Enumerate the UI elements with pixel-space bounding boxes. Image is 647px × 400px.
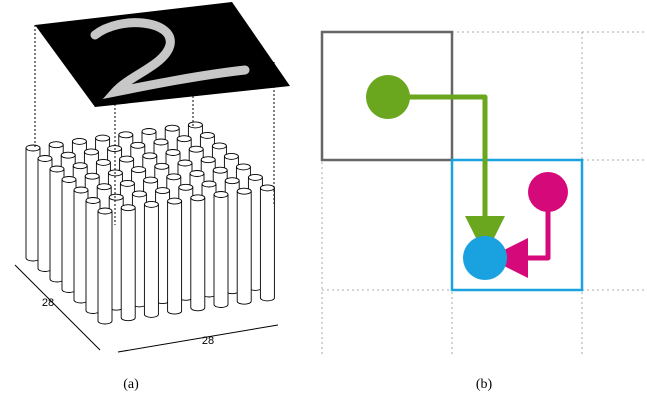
cylinder-part	[168, 201, 182, 314]
cylinder-part	[237, 188, 251, 194]
cylinder-part	[96, 159, 110, 165]
cylinder-part	[73, 163, 87, 169]
cylinder-part	[177, 136, 191, 142]
cylinder-part	[109, 194, 123, 200]
cylinder-part	[214, 192, 228, 198]
cylinder-part	[156, 188, 170, 194]
width-label: 28	[202, 335, 214, 347]
cylinder-part	[62, 177, 76, 183]
cylinder-part	[74, 187, 88, 193]
cylinder-part	[165, 125, 179, 131]
cylinder-part	[98, 211, 112, 324]
cylinder-part	[214, 195, 228, 308]
cylinder-part	[260, 188, 274, 301]
green-node	[366, 75, 410, 119]
cylinder-part	[225, 178, 239, 184]
cylinder-part	[120, 180, 134, 186]
cylinder-part	[212, 143, 226, 149]
cylinder-grid	[26, 122, 274, 324]
cylinder-part	[132, 191, 146, 197]
cylinder-part	[121, 208, 135, 321]
cylinder-part	[155, 163, 169, 169]
cylinder-part	[248, 174, 262, 180]
cylinder-part	[191, 198, 205, 311]
cylinder-part	[61, 152, 75, 158]
cylinder-part	[201, 157, 215, 163]
cylinder-part	[86, 198, 100, 204]
cylinder-part	[213, 167, 227, 173]
cylinder-part	[202, 181, 216, 187]
cylinder-part	[38, 156, 52, 162]
cylinder-part	[189, 146, 203, 152]
cylinder-part	[144, 204, 158, 317]
cylinder-part	[143, 153, 157, 159]
cylinder-part	[85, 173, 99, 179]
cylinder-part	[72, 138, 86, 144]
cylinder-part	[166, 150, 180, 156]
cylinder-part	[97, 184, 111, 190]
blue-node	[463, 236, 507, 280]
depth-label: 28	[42, 297, 54, 309]
cylinder-part	[144, 177, 158, 183]
caption: (b)	[476, 377, 493, 392]
cylinder-part	[191, 195, 205, 201]
cylinder-part	[179, 184, 193, 190]
cylinder-part	[178, 160, 192, 166]
cylinder-part	[224, 153, 238, 159]
cylinder-part	[98, 208, 112, 214]
width-dimension	[118, 325, 278, 352]
cylinder-part	[188, 122, 202, 128]
cylinder-part	[260, 185, 274, 191]
panel-b: (b)	[322, 32, 647, 392]
cylinder-part	[190, 171, 204, 177]
cylinder-part	[84, 149, 98, 155]
cylinder-part	[26, 145, 40, 151]
cylinder-part	[144, 201, 158, 207]
cylinder-part	[132, 167, 146, 173]
cylinder-part	[131, 142, 145, 148]
green-connection	[388, 97, 485, 236]
cylinder-part	[168, 198, 182, 204]
cylinder-part	[121, 205, 135, 211]
cylinder-part	[49, 142, 63, 148]
cylinder-part	[142, 129, 156, 135]
cylinder-part	[96, 135, 110, 141]
cylinder-part	[200, 132, 214, 138]
magenta-node	[528, 172, 568, 212]
cylinder-part	[120, 156, 134, 162]
figure: 28 28 (a) (b)	[0, 0, 647, 400]
cylinder-part	[50, 166, 64, 172]
cylinder-part	[154, 139, 168, 145]
panel-a: 28 28 (a)	[15, 2, 290, 392]
cylinder-part	[167, 174, 181, 180]
cylinder-part	[236, 164, 250, 170]
cylinder-part	[237, 191, 251, 304]
caption: (a)	[123, 377, 139, 392]
cylinder-part	[119, 132, 133, 138]
